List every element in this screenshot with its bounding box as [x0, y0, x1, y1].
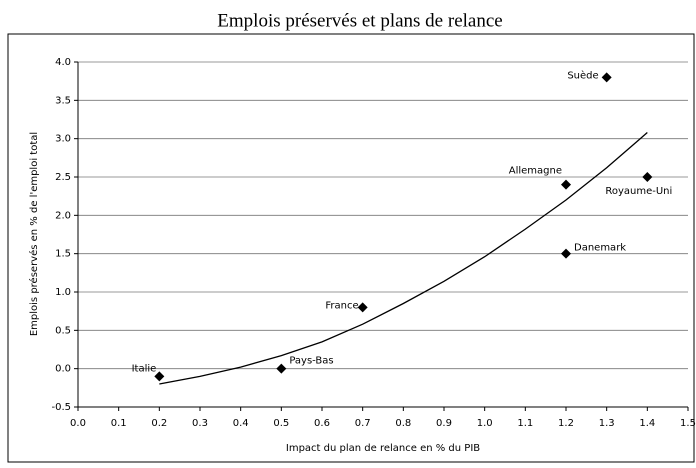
y-tick-label: -0.5: [51, 402, 71, 413]
y-tick-label: 3.0: [55, 134, 71, 145]
x-tick-label: 0.2: [151, 418, 167, 429]
y-tick-label: 3.5: [55, 95, 71, 106]
trendline: [159, 132, 648, 385]
y-tick-label: 2.0: [55, 210, 71, 221]
point-label: Danemark: [574, 243, 626, 254]
x-axis-label: Impact du plan de relance en % du PIB: [286, 443, 480, 454]
x-tick-label: 0.3: [192, 418, 208, 429]
point: [276, 363, 287, 374]
x-tick-label: 1.5: [680, 418, 696, 429]
y-axis-label: Emplois préservés en % de l'emploi total: [28, 132, 40, 336]
y-tick-label: 4.0: [55, 57, 71, 68]
x-tick-label: 1.2: [558, 418, 574, 429]
point: [642, 172, 653, 182]
y-tick-label: 1.5: [55, 249, 71, 260]
point: [601, 72, 612, 83]
x-tick-label: 0.5: [273, 418, 289, 429]
chart-frame: [7, 33, 695, 463]
x-tick-label: 1.4: [639, 418, 655, 429]
x-tick-label: 0.6: [314, 418, 330, 429]
point: [154, 371, 165, 382]
point: [561, 248, 571, 259]
point-label: Italie: [132, 363, 157, 374]
point: [561, 179, 571, 190]
point-label: Allemagne: [509, 166, 562, 177]
x-tick-label: 0.4: [233, 418, 249, 429]
x-tick-label: 0.0: [70, 418, 86, 429]
x-tick-label: 0.9: [436, 418, 452, 429]
point: [357, 302, 368, 313]
x-tick-label: 0.1: [111, 418, 127, 429]
y-tick-label: 1.0: [55, 287, 71, 298]
x-tick-label: 0.8: [395, 418, 411, 429]
x-tick-label: 1.3: [599, 418, 615, 429]
y-tick-label: 2.5: [55, 172, 71, 183]
x-tick-label: 1.0: [477, 418, 493, 429]
chart-title: Emplois préservés et plans de relance: [217, 10, 502, 31]
point-label: Royaume-Uni: [605, 186, 672, 197]
point-label: France: [325, 300, 358, 311]
x-tick-label: 0.7: [355, 418, 371, 429]
y-tick-label: 0.0: [55, 364, 71, 375]
x-tick-label: 1.1: [517, 418, 533, 429]
point-label: Suède: [567, 69, 598, 81]
y-tick-label: 0.5: [55, 325, 71, 336]
point-label: Pays-Bas: [289, 356, 333, 367]
